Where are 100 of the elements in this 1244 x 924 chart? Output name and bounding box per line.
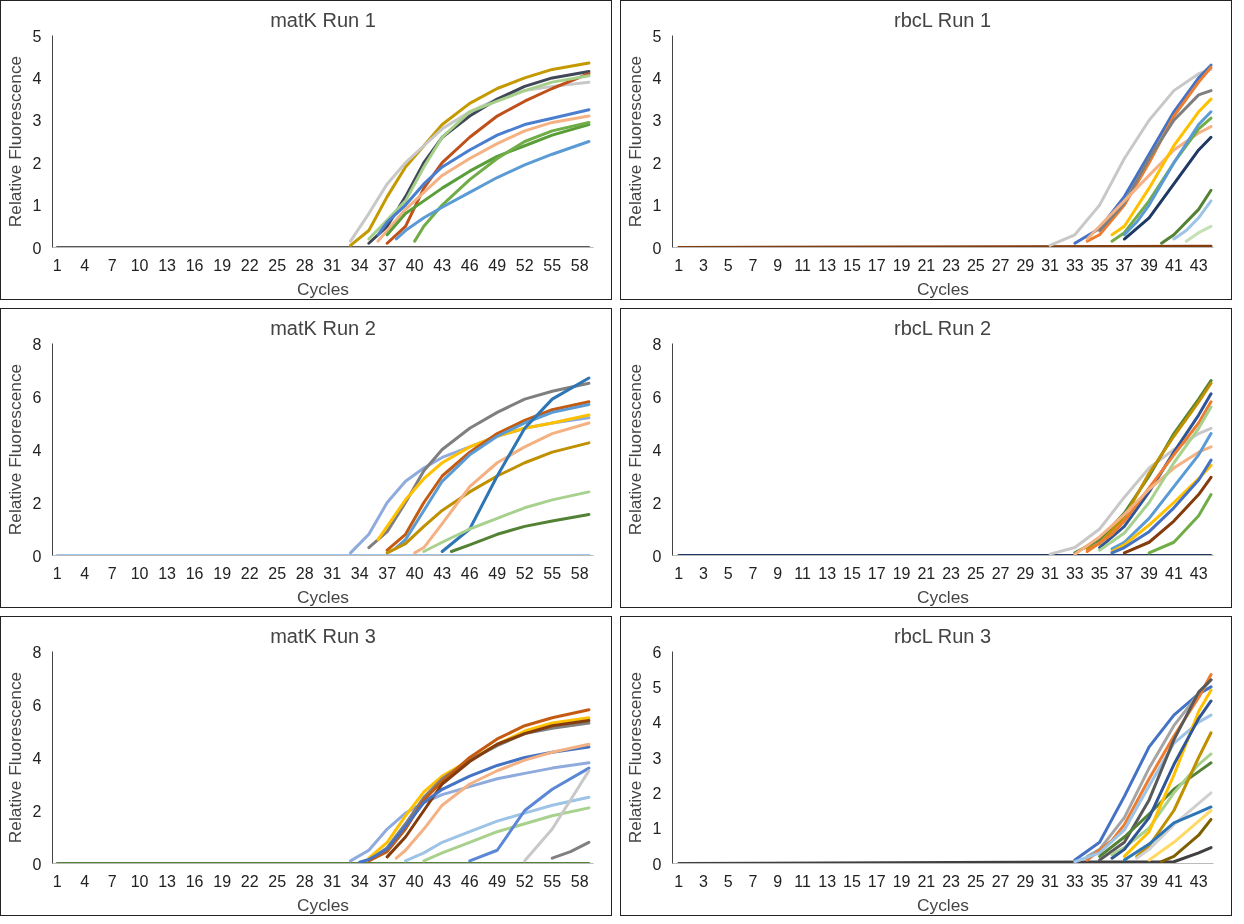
y-tick-label: 8 [32, 643, 42, 661]
x-tick-label: 33 [1065, 256, 1084, 274]
x-tick-label: 43 [1189, 564, 1208, 582]
x-tick-label: 40 [405, 872, 424, 890]
x-tick-label: 43 [1189, 256, 1208, 274]
y-tick-label: 2 [32, 802, 42, 820]
x-tick-label: 13 [818, 872, 837, 890]
x-tick-label: 9 [773, 872, 783, 890]
x-tick-label: 19 [213, 564, 232, 582]
x-tick-label: 25 [268, 564, 287, 582]
x-tick-label: 35 [1090, 256, 1109, 274]
x-tick-label: 37 [1115, 872, 1134, 890]
y-tick-label: 6 [32, 388, 42, 406]
y-tick-label: 3 [32, 112, 42, 130]
x-tick-label: 37 [1115, 256, 1134, 274]
y-tick-label: 4 [32, 749, 42, 767]
x-tick-label: 11 [794, 872, 811, 890]
y-tick-label: 2 [652, 154, 662, 172]
x-axis-title: Cycles [297, 894, 350, 915]
y-tick-label: 4 [32, 441, 42, 459]
x-tick-label: 31 [1041, 256, 1060, 274]
x-tick-label: 39 [1140, 872, 1159, 890]
y-axis-title: Relative Fluorescence [624, 363, 645, 536]
x-tick-label: 29 [1016, 564, 1035, 582]
x-tick-label: 1 [674, 872, 684, 890]
y-tick-label: 6 [652, 643, 662, 661]
y-axis-title: Relative Fluorescence [624, 671, 645, 844]
x-tick-label: 19 [213, 872, 232, 890]
x-tick-label: 58 [570, 564, 589, 582]
x-axis-title: Cycles [917, 278, 970, 299]
y-tick-label: 3 [652, 749, 662, 767]
x-tick-label: 27 [991, 872, 1010, 890]
x-tick-label: 49 [488, 564, 507, 582]
x-tick-label: 10 [130, 256, 149, 274]
y-tick-label: 5 [32, 27, 42, 45]
x-tick-label: 1 [674, 256, 684, 274]
x-tick-label: 16 [185, 872, 204, 890]
y-tick-label: 8 [32, 335, 42, 353]
x-tick-label: 55 [543, 564, 562, 582]
x-tick-label: 16 [185, 256, 204, 274]
x-tick-label: 22 [240, 256, 259, 274]
x-tick-label: 28 [295, 564, 314, 582]
x-tick-label: 35 [1090, 564, 1109, 582]
x-tick-label: 34 [350, 872, 369, 890]
y-tick-label: 0 [32, 855, 42, 873]
x-tick-label: 16 [185, 564, 204, 582]
y-tick-label: 2 [652, 784, 662, 802]
x-tick-label: 40 [405, 256, 424, 274]
x-tick-label: 27 [991, 564, 1010, 582]
x-tick-label: 29 [1016, 256, 1035, 274]
chart-title: matK Run 2 [270, 316, 376, 339]
x-tick-label: 22 [240, 564, 259, 582]
x-tick-label: 41 [1164, 256, 1183, 274]
y-tick-label: 1 [652, 197, 662, 215]
y-tick-label: 4 [652, 69, 662, 87]
x-tick-label: 49 [488, 872, 507, 890]
x-tick-label: 7 [107, 256, 117, 274]
y-axis-title: Relative Fluorescence [4, 55, 25, 228]
y-axis-title: Relative Fluorescence [624, 55, 645, 228]
y-tick-label: 4 [32, 69, 42, 87]
x-tick-label: 23 [942, 256, 961, 274]
y-tick-label: 5 [652, 678, 662, 696]
x-tick-label: 29 [1016, 872, 1035, 890]
x-tick-label: 43 [1189, 872, 1208, 890]
y-tick-label: 1 [32, 197, 42, 215]
x-tick-label: 37 [378, 256, 397, 274]
x-tick-label: 13 [158, 872, 177, 890]
y-tick-label: 0 [32, 547, 42, 565]
y-tick-label: 6 [32, 696, 42, 714]
x-tick-label: 1 [52, 564, 62, 582]
x-tick-label: 35 [1090, 872, 1109, 890]
x-tick-label: 7 [748, 872, 758, 890]
x-tick-label: 37 [378, 872, 397, 890]
x-tick-label: 11 [794, 564, 811, 582]
x-tick-label: 11 [794, 256, 811, 274]
y-tick-label: 4 [652, 714, 662, 732]
x-tick-label: 7 [107, 872, 117, 890]
x-axis-title: Cycles [297, 586, 350, 607]
x-tick-label: 23 [942, 872, 961, 890]
y-tick-label: 0 [652, 855, 662, 873]
x-tick-label: 7 [748, 564, 758, 582]
x-tick-label: 25 [966, 564, 985, 582]
x-tick-label: 43 [433, 256, 452, 274]
x-tick-label: 41 [1164, 564, 1183, 582]
x-tick-label: 13 [818, 564, 837, 582]
x-tick-label: 1 [52, 256, 62, 274]
x-tick-label: 17 [867, 256, 886, 274]
x-tick-label: 5 [723, 872, 733, 890]
x-tick-label: 19 [892, 872, 911, 890]
x-tick-label: 19 [213, 256, 232, 274]
x-tick-label: 34 [350, 564, 369, 582]
x-tick-label: 34 [350, 256, 369, 274]
x-tick-label: 10 [130, 564, 149, 582]
x-axis-title: Cycles [917, 586, 970, 607]
x-tick-label: 13 [158, 256, 177, 274]
x-tick-label: 28 [295, 872, 314, 890]
x-tick-label: 5 [723, 256, 733, 274]
x-tick-label: 15 [843, 256, 862, 274]
x-tick-label: 52 [515, 256, 534, 274]
x-tick-label: 19 [892, 564, 911, 582]
